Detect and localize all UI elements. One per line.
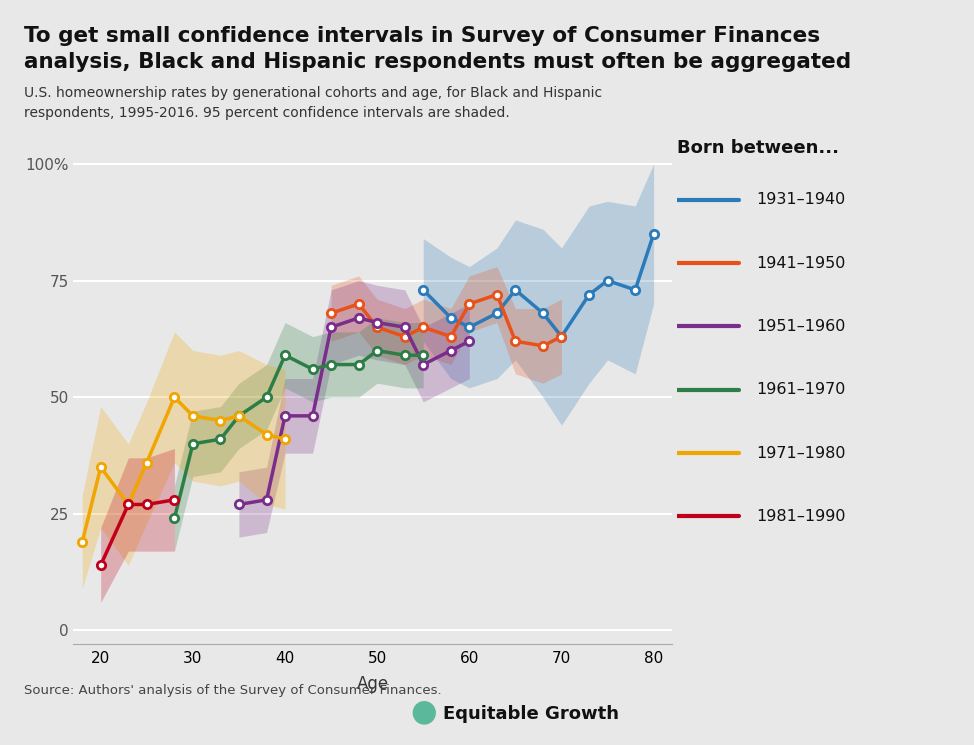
Text: 1951–1960: 1951–1960 — [756, 319, 845, 334]
Text: Equitable Growth: Equitable Growth — [443, 706, 619, 723]
Text: 1971–1980: 1971–1980 — [756, 446, 845, 460]
Text: 1961–1970: 1961–1970 — [756, 382, 845, 397]
Text: Source: Authors' analysis of the Survey of Consumer Finances.: Source: Authors' analysis of the Survey … — [24, 684, 442, 697]
Text: U.S. homeownership rates by generational cohorts and age, for Black and Hispanic: U.S. homeownership rates by generational… — [24, 86, 603, 100]
Text: ●: ● — [410, 697, 437, 726]
Text: To get small confidence intervals in Survey of Consumer Finances: To get small confidence intervals in Sur… — [24, 26, 820, 46]
Text: 1931–1940: 1931–1940 — [756, 192, 845, 207]
Text: analysis, Black and Hispanic respondents must often be aggregated: analysis, Black and Hispanic respondents… — [24, 52, 851, 72]
Text: Born between...: Born between... — [677, 139, 839, 157]
X-axis label: Age: Age — [356, 675, 389, 693]
Text: 1941–1950: 1941–1950 — [756, 256, 845, 270]
Text: 1981–1990: 1981–1990 — [756, 509, 845, 524]
Text: respondents, 1995-2016. 95 percent confidence intervals are shaded.: respondents, 1995-2016. 95 percent confi… — [24, 106, 510, 120]
